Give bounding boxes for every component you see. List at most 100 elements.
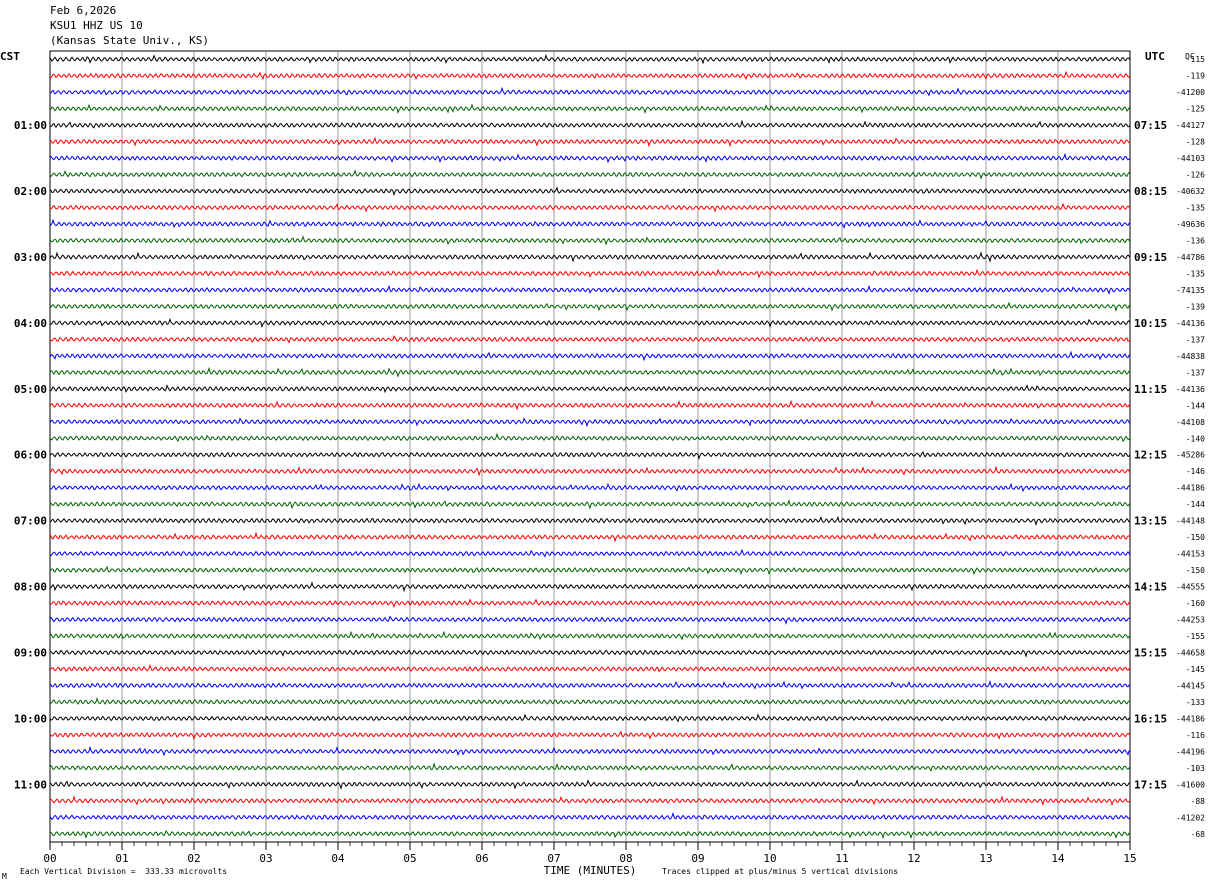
dc-offset-label: -41200: [1176, 88, 1205, 97]
dc-offset-label: -44196: [1176, 747, 1205, 756]
seismic-trace: [49, 366, 1131, 378]
dc-offset-label: -44186: [1176, 484, 1205, 493]
seismic-trace: [49, 384, 1131, 394]
left-hour-label: 07:00: [14, 515, 47, 528]
x-tick-label: 12: [907, 852, 920, 865]
left-hour-label: 06:00: [14, 449, 47, 462]
seismic-trace: [49, 664, 1131, 673]
seismic-trace: [49, 499, 1131, 510]
seismic-trace: [49, 301, 1131, 312]
x-tick-label: 01: [115, 852, 128, 865]
seismic-trace: [49, 417, 1131, 428]
dc-offset-label: -155: [1186, 632, 1205, 641]
seismic-trace: [49, 451, 1131, 461]
seismic-trace: [49, 745, 1131, 757]
dc-offset-label: -140: [1186, 434, 1205, 443]
seismic-trace: [49, 235, 1131, 246]
seismic-trace: [49, 136, 1131, 148]
seismic-trace: [49, 268, 1131, 279]
seismic-trace: [49, 565, 1131, 576]
dc-offset-label: -145: [1186, 665, 1205, 674]
seismic-trace: [49, 465, 1131, 477]
header-station: KSU1 HHZ US 10: [50, 19, 143, 32]
dc-offset-label: -44145: [1176, 681, 1205, 690]
dc-offset-label: -137: [1186, 368, 1205, 377]
seismic-trace: [49, 548, 1131, 558]
left-hour-label: 08:00: [14, 581, 47, 594]
seismic-trace: [49, 317, 1131, 329]
seismic-trace: [49, 598, 1131, 609]
x-tick-label: 09: [691, 852, 704, 865]
right-hour-label: 13:15: [1134, 515, 1167, 528]
dc-offset-label: -44786: [1176, 253, 1205, 262]
dc-offset-label: -68: [1191, 830, 1206, 839]
dc-offset-label: -44136: [1176, 385, 1205, 394]
dc-offset-label: -41202: [1176, 813, 1205, 822]
seismic-trace: [49, 334, 1131, 344]
right-hour-label: 16:15: [1134, 712, 1167, 725]
seismic-trace: [49, 581, 1131, 593]
dc-offset-label: -125: [1186, 105, 1205, 114]
dc-offset-label: -44555: [1176, 583, 1205, 592]
seismic-trace: [49, 679, 1131, 690]
x-tick-label: 06: [475, 852, 488, 865]
dc-offset-label: -44136: [1176, 319, 1205, 328]
seismic-trace: [49, 186, 1131, 197]
left-hour-label: 09:00: [14, 646, 47, 659]
right-hour-label: 17:15: [1134, 778, 1167, 791]
dc-offset-label: -139: [1186, 302, 1205, 311]
x-tick-label: 08: [619, 852, 632, 865]
header-location: (Kansas State Univ., KS): [50, 34, 209, 47]
seismic-trace: [49, 779, 1131, 791]
dc-offset-label: -137: [1186, 335, 1205, 344]
scale-note: Each Vertical Division = 333.33 microvol…: [20, 867, 228, 876]
plot-frame: [49, 50, 1131, 843]
dc-offset-label: -45286: [1176, 451, 1205, 460]
x-tick-label: 04: [331, 852, 345, 865]
seismic-trace: [49, 251, 1131, 263]
seismic-trace: [49, 103, 1131, 115]
dc-offset-label: -150: [1186, 566, 1205, 575]
dc-offset-label: -49636: [1176, 220, 1205, 229]
seismic-trace: [49, 630, 1131, 641]
corner-mark: M: [2, 872, 7, 881]
seismic-trace: [49, 432, 1131, 443]
seismic-trace: [49, 531, 1131, 543]
dc-offset-label: -44186: [1176, 714, 1205, 723]
x-tick-label: 10: [763, 852, 776, 865]
seismic-trace: [49, 649, 1131, 658]
x-tick-label: 11: [835, 852, 848, 865]
right-axis-label: UTC: [1145, 50, 1165, 63]
seismic-trace: [49, 515, 1131, 527]
x-tick-label: 00: [43, 852, 56, 865]
seismic-trace: [49, 202, 1131, 213]
seismic-trace: [49, 795, 1131, 807]
seismic-trace: [49, 53, 1131, 65]
seismic-trace: [49, 119, 1131, 129]
seismic-trace: [49, 399, 1131, 411]
dc-offset-label: -133: [1186, 698, 1205, 707]
seismic-trace: [49, 218, 1131, 229]
dc-label: DC: [1185, 52, 1195, 61]
right-hour-label: 08:15: [1134, 185, 1167, 198]
dc-offset-label: -135: [1186, 269, 1205, 278]
seismic-trace: [49, 713, 1131, 723]
dc-offset-label: -115: [1186, 55, 1205, 64]
seismic-trace: [49, 811, 1131, 821]
right-hour-label: 11:15: [1134, 383, 1167, 396]
x-tick-label: 15: [1123, 852, 1136, 865]
seismic-trace: [49, 169, 1131, 180]
right-hour-label: 07:15: [1134, 119, 1167, 132]
seismic-trace: [49, 350, 1131, 362]
dc-offset-label: -44108: [1176, 418, 1205, 427]
seismic-trace: [49, 152, 1131, 164]
left-hour-label: 02:00: [14, 185, 47, 198]
left-hour-label: 04:00: [14, 317, 47, 330]
dc-offset-label: -116: [1186, 731, 1205, 740]
x-tick-label: 03: [259, 852, 272, 865]
dc-offset-label: -135: [1186, 204, 1205, 213]
left-hour-label: 05:00: [14, 383, 47, 396]
x-tick-label: 05: [403, 852, 416, 865]
dc-offset-label: -128: [1186, 138, 1205, 147]
